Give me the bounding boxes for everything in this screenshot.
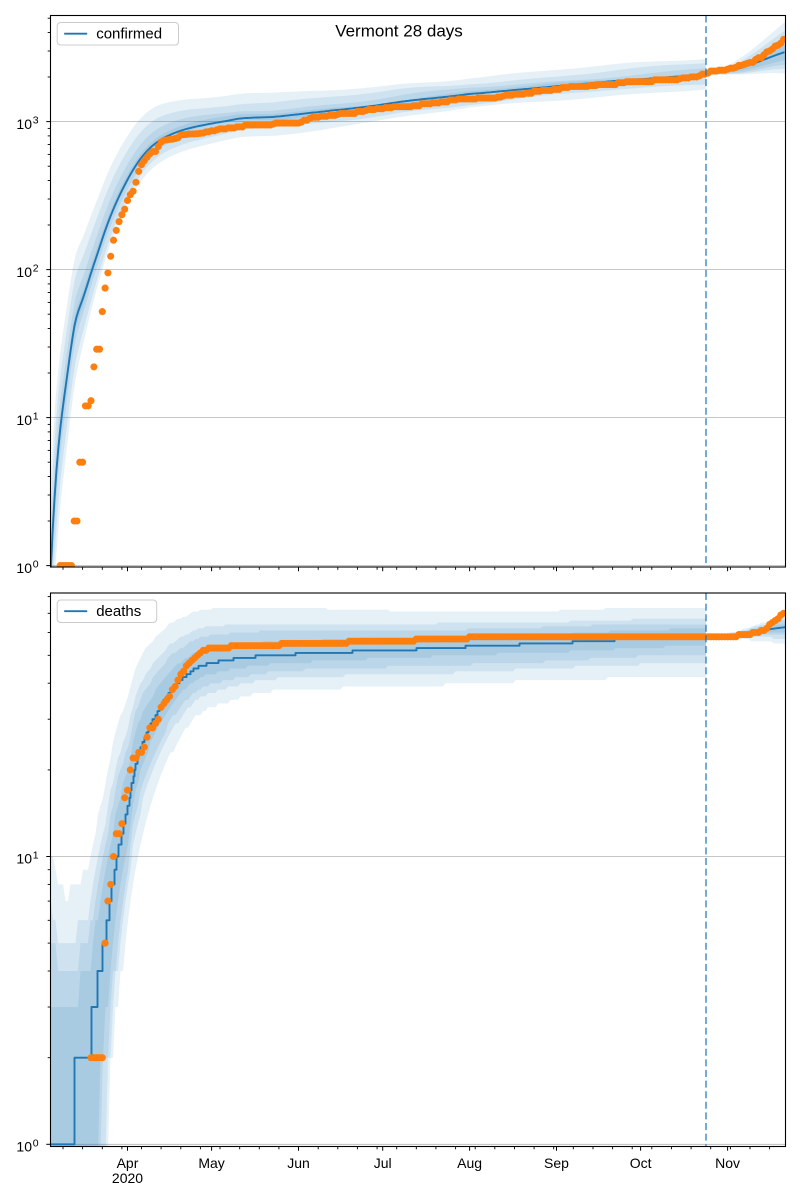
svg-text:deaths: deaths	[96, 603, 141, 620]
svg-text:10: 10	[16, 560, 32, 576]
svg-text:Jul: Jul	[374, 1155, 392, 1171]
svg-text:Nov: Nov	[715, 1155, 740, 1171]
svg-text:Apr: Apr	[117, 1155, 139, 1171]
svg-text:Aug: Aug	[457, 1155, 482, 1171]
svg-text:1: 1	[33, 850, 39, 862]
svg-text:2020: 2020	[112, 1170, 143, 1186]
svg-text:0: 0	[33, 1137, 39, 1149]
svg-text:3: 3	[33, 115, 39, 127]
svg-text:Jun: Jun	[287, 1155, 310, 1171]
svg-text:0: 0	[33, 559, 39, 571]
svg-text:2: 2	[33, 263, 39, 275]
svg-text:Sep: Sep	[544, 1155, 569, 1171]
svg-text:1: 1	[33, 411, 39, 423]
svg-text:10: 10	[16, 412, 32, 428]
svg-text:Oct: Oct	[630, 1155, 652, 1171]
svg-text:confirmed: confirmed	[96, 26, 162, 43]
svg-text:10: 10	[16, 264, 32, 280]
svg-text:Vermont 28 days: Vermont 28 days	[335, 22, 463, 41]
svg-text:10: 10	[16, 1139, 32, 1155]
svg-text:10: 10	[16, 851, 32, 867]
svg-text:10: 10	[16, 116, 32, 132]
svg-text:May: May	[198, 1155, 224, 1171]
